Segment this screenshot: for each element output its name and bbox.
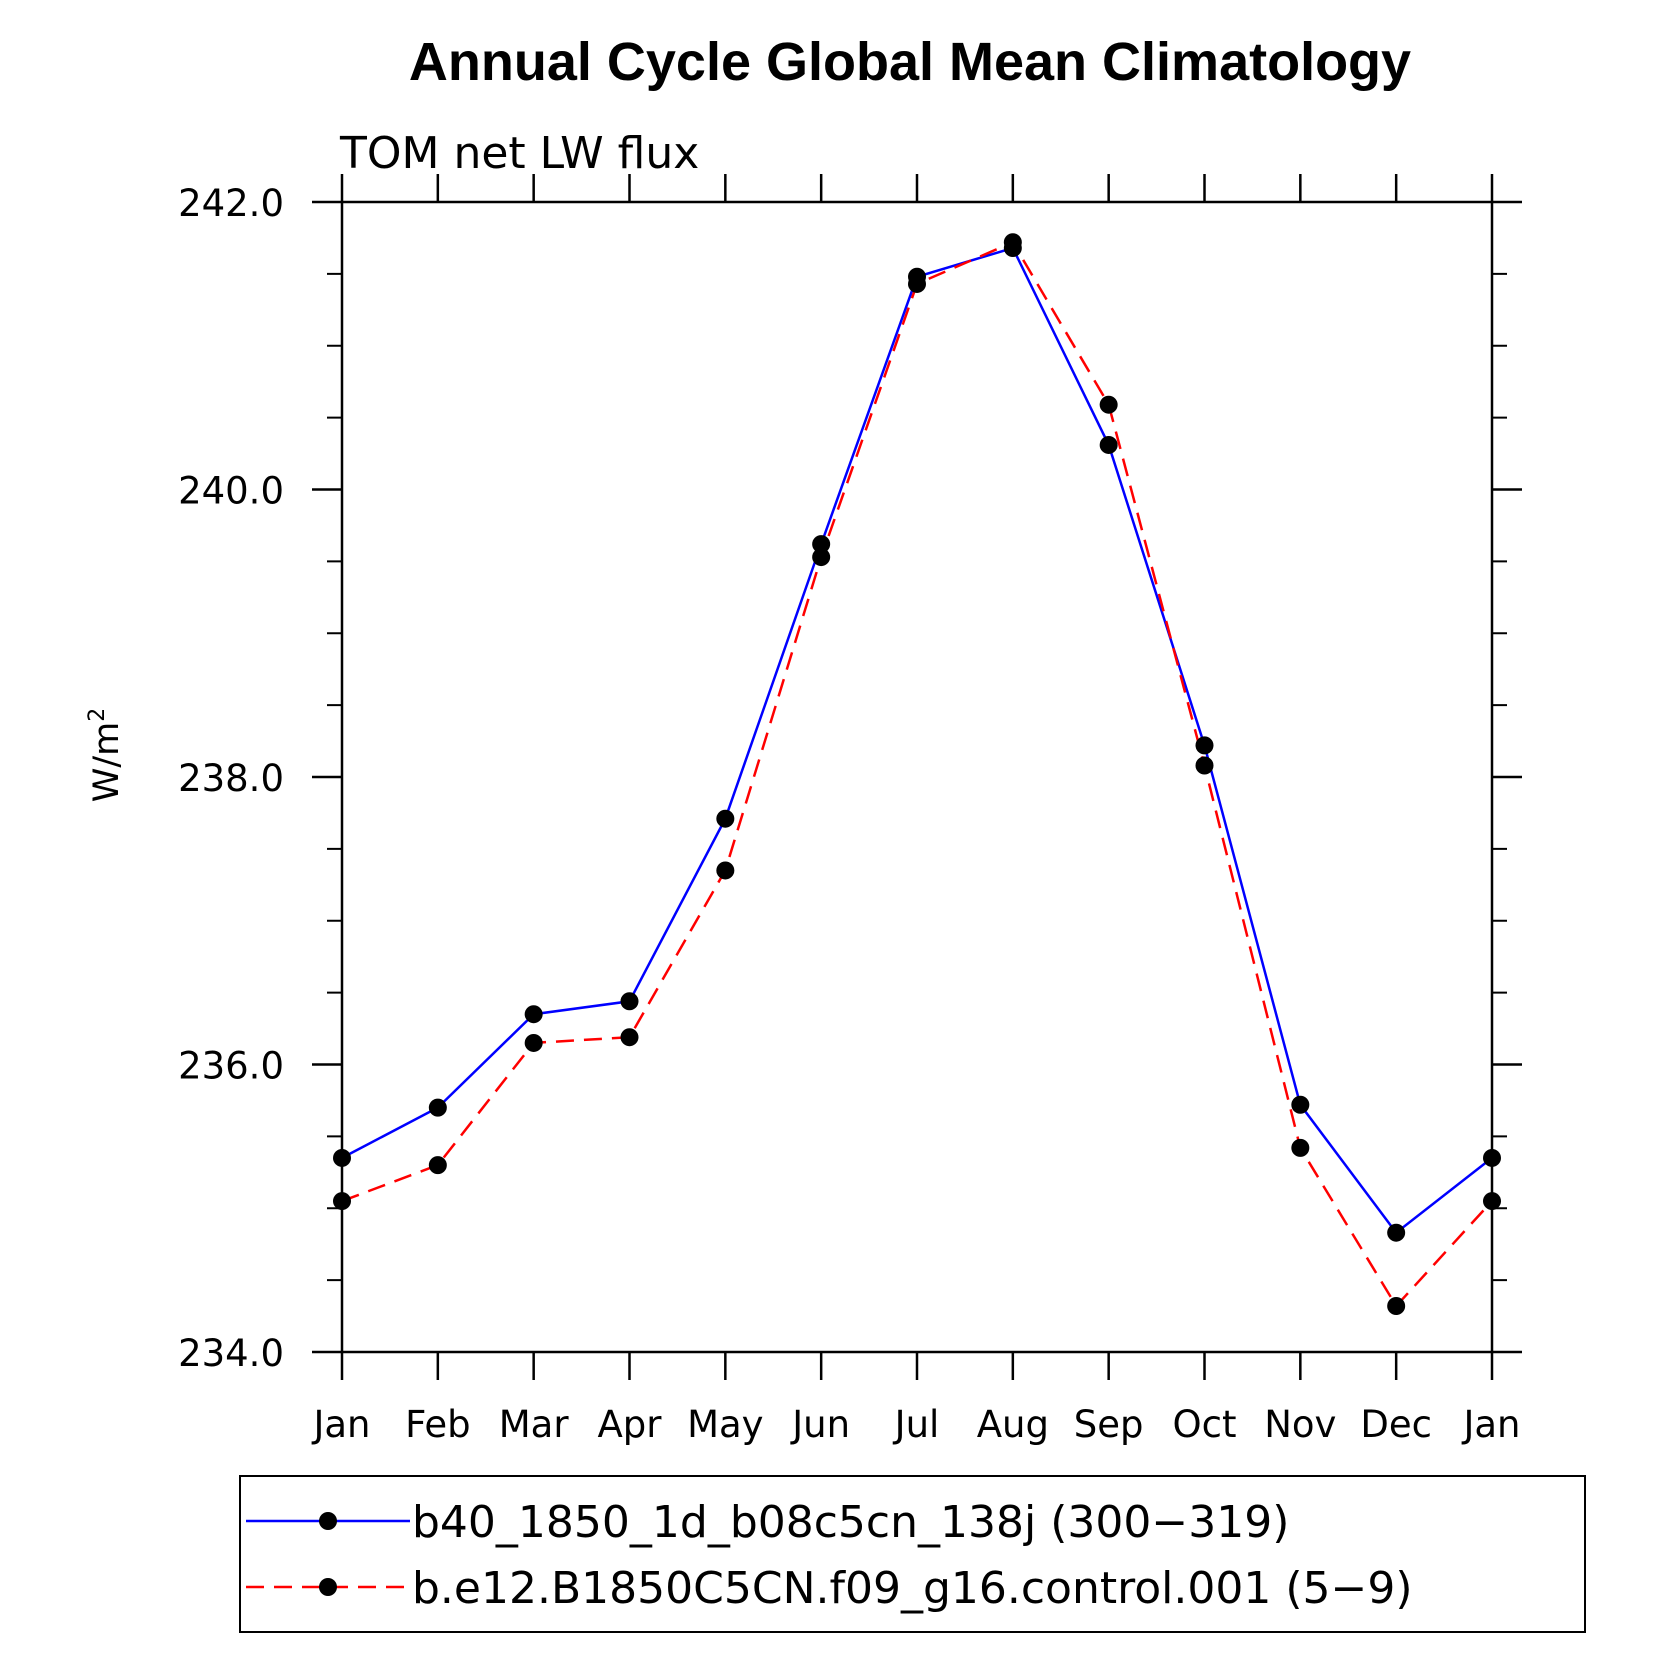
axes: Jan Feb Mar Apr May Jun Jul Aug Sep Oct Nov Dec Jan 2… [178, 174, 1522, 1446]
x-tick-label: Aug [977, 1403, 1049, 1446]
series-1-point [716, 809, 735, 828]
chart-title: Annual Cycle Global Mean Climatology [409, 32, 1411, 92]
x-tick-label: Mar [499, 1403, 570, 1446]
y-axis-label: W/m2 [85, 708, 127, 803]
series-2-point [716, 861, 735, 880]
series-1-point [524, 1005, 543, 1024]
series-1-point [1291, 1095, 1310, 1114]
series-1-point [1483, 1148, 1501, 1167]
legend-box [239, 1475, 1586, 1633]
series-2-point [812, 548, 831, 567]
series-2-point [1195, 756, 1214, 775]
series-2-point [1291, 1138, 1310, 1157]
series-2-point [1003, 233, 1022, 252]
x-tick-label: Apr [597, 1403, 662, 1446]
series-2-point [1387, 1297, 1406, 1315]
y-tick-label: 234.0 [178, 1332, 284, 1375]
legend: b40_1850_1d_b08c5cn_138j (300−319) b.e12.… [239, 1475, 1586, 1633]
x-tick-label: Jun [790, 1403, 850, 1446]
series-1-point [333, 1148, 351, 1167]
series-2-point [333, 1192, 351, 1211]
legend-items: b40_1850_1d_b08c5cn_138j (300−319) b.e12.… [246, 1497, 1413, 1614]
series-2-point [620, 1028, 639, 1047]
series-2-point [908, 274, 926, 293]
y-tick-label: 238.0 [178, 757, 284, 800]
y-tick-label: 242.0 [178, 182, 284, 225]
plot-frame [340, 200, 1494, 1354]
x-tick-label: Nov [1264, 1403, 1336, 1446]
series-1-point [1387, 1223, 1406, 1242]
series-1-point [620, 992, 639, 1011]
legend-marker-2 [319, 1578, 337, 1596]
x-tick-label: Feb [405, 1403, 471, 1446]
x-tick-label: Oct [1173, 1403, 1237, 1446]
series-2-point [428, 1156, 447, 1175]
series-line-2 [341, 240, 1493, 1309]
series-layer [333, 233, 1501, 1315]
y-tick-label: 240.0 [178, 470, 284, 513]
y-axis-label-superscript: 2 [85, 708, 110, 722]
x-tick-label: Jan [311, 1403, 370, 1446]
legend-label-1: b40_1850_1d_b08c5cn_138j (300−319) [412, 1497, 1289, 1548]
x-tick-label: May [687, 1403, 764, 1446]
legend-label-2: b.e12.B1850C5CN.f09_g16.control.001 (5−9… [412, 1563, 1413, 1614]
x-tick-label: Jan [1461, 1403, 1520, 1446]
series-2-point [1483, 1192, 1501, 1211]
series-1-point [1099, 435, 1118, 454]
series-1-point [1195, 736, 1214, 755]
series-1-point [812, 535, 831, 554]
legend-marker-1 [319, 1512, 337, 1530]
y-tick-label: 236.0 [178, 1045, 284, 1088]
x-tick-label: Sep [1074, 1403, 1144, 1446]
series-2-point [1099, 395, 1118, 414]
x-tick-label: Dec [1360, 1403, 1432, 1446]
x-tick-label: Jul [893, 1403, 940, 1446]
series-2-point [524, 1033, 543, 1052]
series-1-point [428, 1098, 447, 1117]
y-axis-label-text: W/m [87, 722, 127, 803]
chart-subtitle: TOM net LW flux [339, 128, 699, 179]
series-line-1 [341, 246, 1493, 1235]
